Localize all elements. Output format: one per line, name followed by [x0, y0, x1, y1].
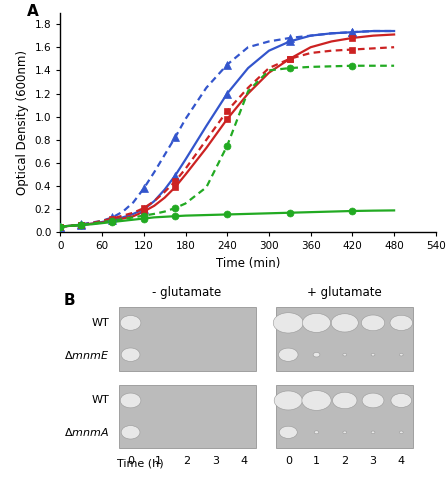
Text: + glutamate: + glutamate: [308, 286, 382, 299]
Ellipse shape: [303, 314, 331, 332]
Ellipse shape: [400, 354, 403, 356]
Ellipse shape: [273, 312, 303, 333]
Ellipse shape: [313, 352, 320, 357]
Text: - glutamate: - glutamate: [152, 286, 222, 299]
Text: 0: 0: [285, 456, 292, 466]
Text: 4: 4: [240, 456, 247, 466]
Text: 1: 1: [313, 456, 320, 466]
Bar: [276, 307, 413, 370]
Text: 2: 2: [341, 456, 348, 466]
Text: Time (h): Time (h): [117, 458, 163, 468]
Text: $\Delta$$mnmA$: $\Delta$$mnmA$: [64, 426, 109, 438]
Text: WT: WT: [91, 318, 109, 328]
Ellipse shape: [274, 391, 302, 410]
Ellipse shape: [391, 394, 412, 407]
Text: 3: 3: [212, 456, 219, 466]
Ellipse shape: [333, 392, 357, 408]
Ellipse shape: [361, 315, 385, 330]
Text: A: A: [26, 4, 38, 18]
Text: WT: WT: [91, 396, 109, 406]
Ellipse shape: [371, 431, 375, 434]
Ellipse shape: [279, 426, 297, 438]
Y-axis label: Optical Density (600nm): Optical Density (600nm): [16, 50, 29, 195]
Ellipse shape: [343, 431, 347, 434]
Ellipse shape: [121, 348, 140, 362]
Bar: [118, 384, 256, 448]
Bar: [276, 384, 413, 448]
Ellipse shape: [362, 393, 384, 408]
Text: 3: 3: [370, 456, 376, 466]
Ellipse shape: [343, 354, 347, 356]
Ellipse shape: [314, 431, 319, 434]
Bar: [118, 307, 256, 370]
Text: 0: 0: [127, 456, 134, 466]
Ellipse shape: [400, 431, 403, 434]
Text: 1: 1: [155, 456, 162, 466]
Text: B: B: [64, 293, 76, 308]
Text: 4: 4: [398, 456, 405, 466]
X-axis label: Time (min): Time (min): [216, 257, 280, 270]
Ellipse shape: [278, 348, 298, 362]
Text: 2: 2: [184, 456, 190, 466]
Ellipse shape: [331, 314, 358, 332]
Ellipse shape: [120, 393, 141, 408]
Ellipse shape: [371, 354, 375, 356]
Ellipse shape: [120, 316, 141, 330]
Ellipse shape: [302, 390, 331, 410]
Ellipse shape: [390, 316, 413, 330]
Ellipse shape: [121, 426, 140, 439]
Text: $\Delta$$mnmE$: $\Delta$$mnmE$: [64, 348, 109, 360]
